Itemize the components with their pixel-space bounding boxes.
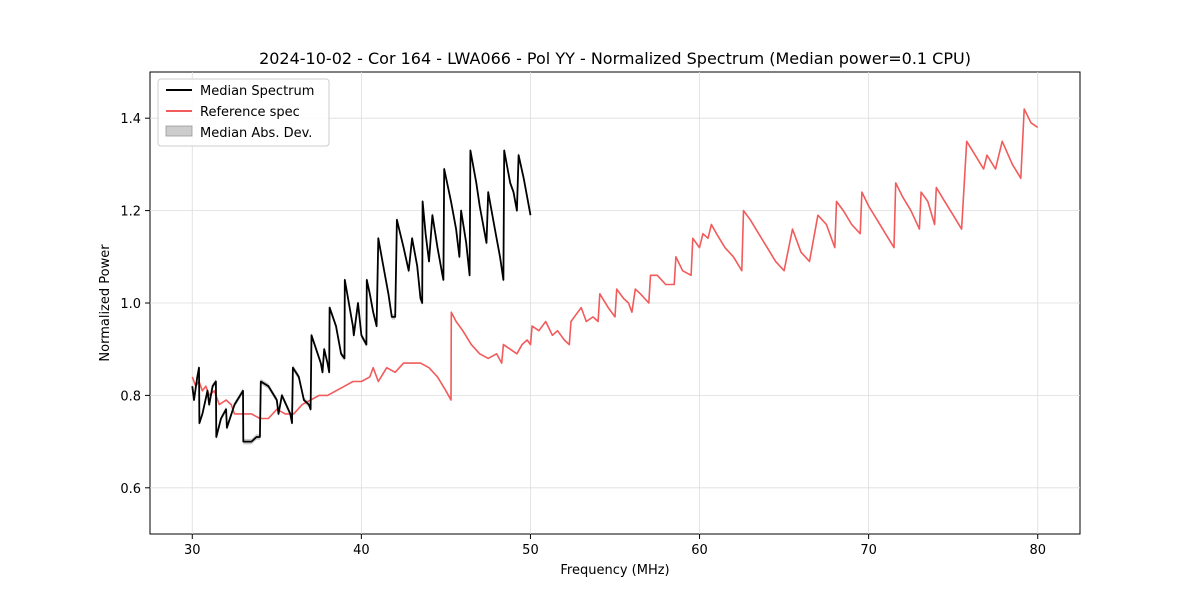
legend-swatch-mad — [165, 125, 193, 137]
y-axis-label: Normalized Power — [98, 244, 113, 362]
x-tick-label: 60 — [691, 543, 708, 558]
x-tick-label: 80 — [1029, 543, 1046, 558]
y-tick-label: 1.2 — [120, 205, 141, 220]
x-axis-label: Frequency (MHz) — [560, 563, 669, 578]
x-tick-label: 50 — [522, 543, 539, 558]
legend-box — [157, 78, 330, 147]
plot-area: 30 40 50 60 70 80 0.6 0.8 1.0 1.2 1.4 — [120, 71, 1081, 558]
x-tick-label: 70 — [860, 543, 877, 558]
series-line-reference-spec — [191, 108, 1039, 420]
y-tick-label: 0.8 — [120, 389, 141, 404]
x-axis-ticks: 30 40 50 60 70 80 — [184, 534, 1046, 558]
legend: Median Spectrum Reference spec Median Ab… — [157, 78, 330, 147]
series-line-median-spectrum — [191, 149, 532, 443]
grid-lines — [150, 72, 1080, 534]
y-axis-ticks: 0.6 0.8 1.0 1.2 1.4 — [120, 112, 150, 497]
legend-label-reference: Reference spec — [200, 105, 300, 120]
y-tick-label: 0.6 — [120, 482, 141, 497]
x-tick-label: 30 — [184, 543, 201, 558]
y-tick-label: 1.0 — [120, 297, 141, 312]
chart-title: 2024-10-02 - Cor 164 - LWA066 - Pol YY -… — [259, 49, 971, 68]
x-tick-label: 40 — [353, 543, 370, 558]
legend-label-mad: Median Abs. Dev. — [200, 126, 312, 141]
legend-label-median: Median Spectrum — [200, 84, 314, 99]
series-group — [191, 108, 1039, 445]
y-tick-label: 1.4 — [120, 112, 141, 127]
